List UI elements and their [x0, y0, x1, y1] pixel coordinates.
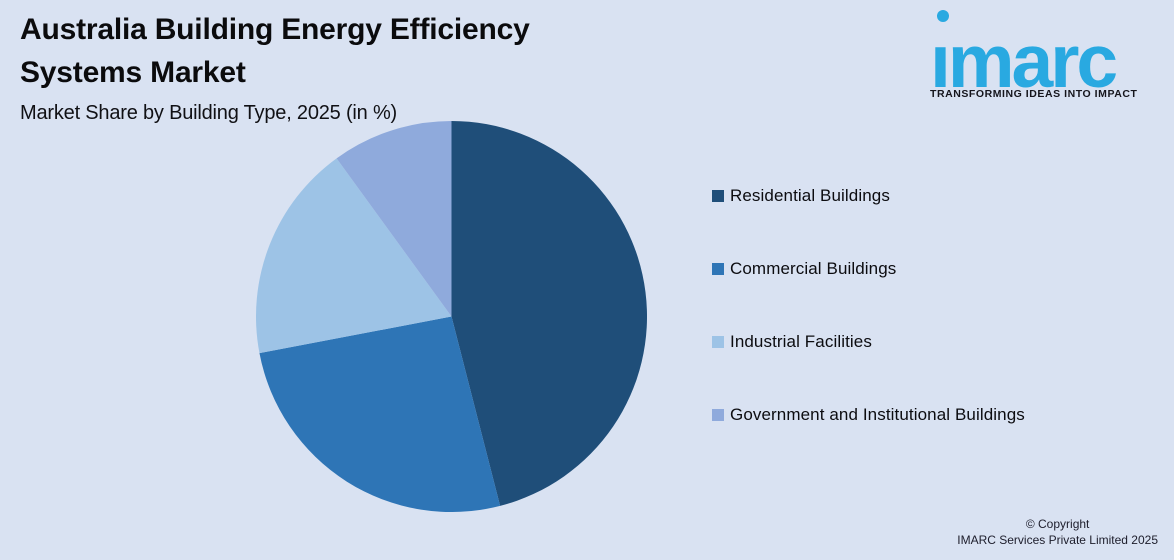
- chart-subtitle: Market Share by Building Type, 2025 (in …: [20, 102, 397, 124]
- logo-wordmark: ımarc: [930, 19, 1118, 103]
- page-title: Australia Building Energy Efficiency Syst…: [20, 8, 530, 94]
- imarc-logo: ımarc TRANSFORMING IDEAS INTO IMPACT: [930, 8, 1162, 100]
- header: Australia Building Energy Efficiency Syst…: [20, 8, 530, 125]
- pie-slice-commercial-buildings: [259, 316, 501, 512]
- page-title-line2: Systems Market: [20, 56, 246, 89]
- legend-item-label: Commercial Buildings: [730, 259, 897, 278]
- page-title-line1: Australia Building Energy Efficiency: [20, 13, 530, 46]
- legend-swatch-icon: [712, 263, 724, 275]
- pie-slice-industrial-facilities: [256, 158, 452, 354]
- legend-item: Residential Buildings: [712, 186, 1025, 259]
- legend-item: Industrial Facilities: [712, 332, 1025, 405]
- logo-i-dot-icon: [937, 10, 949, 22]
- pie-slice-residential-buildings: [451, 121, 647, 506]
- legend: Residential Buildings Commercial Building…: [712, 186, 1025, 478]
- pie-slice-government-and-institutional-buildings: [336, 121, 452, 317]
- legend-swatch-icon: [712, 336, 724, 348]
- legend-item-label: Government and Institutional Buildings: [730, 405, 1025, 424]
- legend-item: Commercial Buildings: [712, 259, 1025, 332]
- legend-swatch-icon: [712, 409, 724, 421]
- copyright-line2: IMARC Services Private Limited 2025: [957, 533, 1158, 547]
- pie-chart: [256, 121, 647, 512]
- legend-item-label: Residential Buildings: [730, 186, 890, 205]
- legend-item: Government and Institutional Buildings: [712, 405, 1025, 478]
- copyright: © Copyright IMARC Services Private Limit…: [957, 516, 1158, 548]
- logo-tagline: TRANSFORMING IDEAS INTO IMPACT: [930, 88, 1138, 100]
- legend-item-label: Industrial Facilities: [730, 332, 872, 351]
- legend-swatch-icon: [712, 190, 724, 202]
- copyright-line1: © Copyright: [1025, 517, 1090, 531]
